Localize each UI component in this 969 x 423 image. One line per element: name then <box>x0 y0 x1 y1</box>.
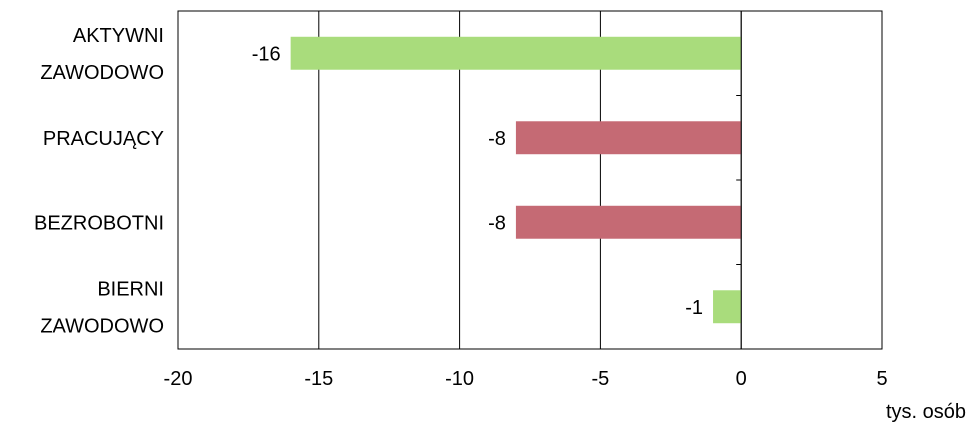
category-label: PRACUJĄCY <box>43 128 164 150</box>
x-tick-label: -5 <box>592 368 610 390</box>
x-tick-label: -15 <box>304 368 333 390</box>
unit-label: tys. osób <box>886 401 966 423</box>
bar-2 <box>515 205 742 239</box>
x-tick-label: -20 <box>164 368 193 390</box>
bar-1 <box>515 121 742 155</box>
category-label: BEZROBOTNI <box>34 212 164 234</box>
category-axis <box>736 11 742 349</box>
data-label: -8 <box>488 212 506 234</box>
category-label: BIERNI <box>97 278 164 300</box>
bar-3 <box>713 290 742 324</box>
x-tick-labels: -20 -15 -10 -5 0 5 <box>164 368 888 390</box>
bars: -16 -8 -8 -1 <box>252 36 742 324</box>
bar-0 <box>290 36 742 70</box>
x-tick-label: 0 <box>736 368 747 390</box>
data-label: -16 <box>252 43 281 65</box>
category-label: AKTYWNI <box>73 25 164 47</box>
category-labels: AKTYWNI ZAWODOWO PRACUJĄCY BEZROBOTNI BIERNI… <box>34 25 164 338</box>
category-label: ZAWODOWO <box>40 315 164 337</box>
data-label: -1 <box>685 297 703 319</box>
data-label: -8 <box>488 128 506 150</box>
x-tick-label: -10 <box>445 368 474 390</box>
x-tick-label: 5 <box>876 368 887 390</box>
category-label: ZAWODOWO <box>40 62 164 84</box>
plot-area-frame <box>177 10 883 350</box>
